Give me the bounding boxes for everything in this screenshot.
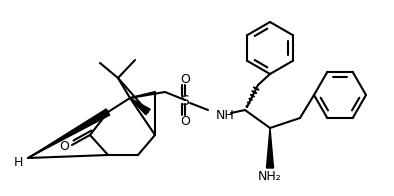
Polygon shape [266, 128, 273, 168]
Polygon shape [130, 98, 150, 115]
Text: O: O [180, 73, 190, 85]
Polygon shape [28, 109, 110, 158]
Text: O: O [59, 141, 69, 153]
Text: H: H [13, 156, 23, 170]
Text: S: S [180, 94, 190, 108]
Text: NH₂: NH₂ [258, 170, 282, 182]
Text: NH: NH [216, 109, 235, 122]
Text: O: O [180, 114, 190, 128]
